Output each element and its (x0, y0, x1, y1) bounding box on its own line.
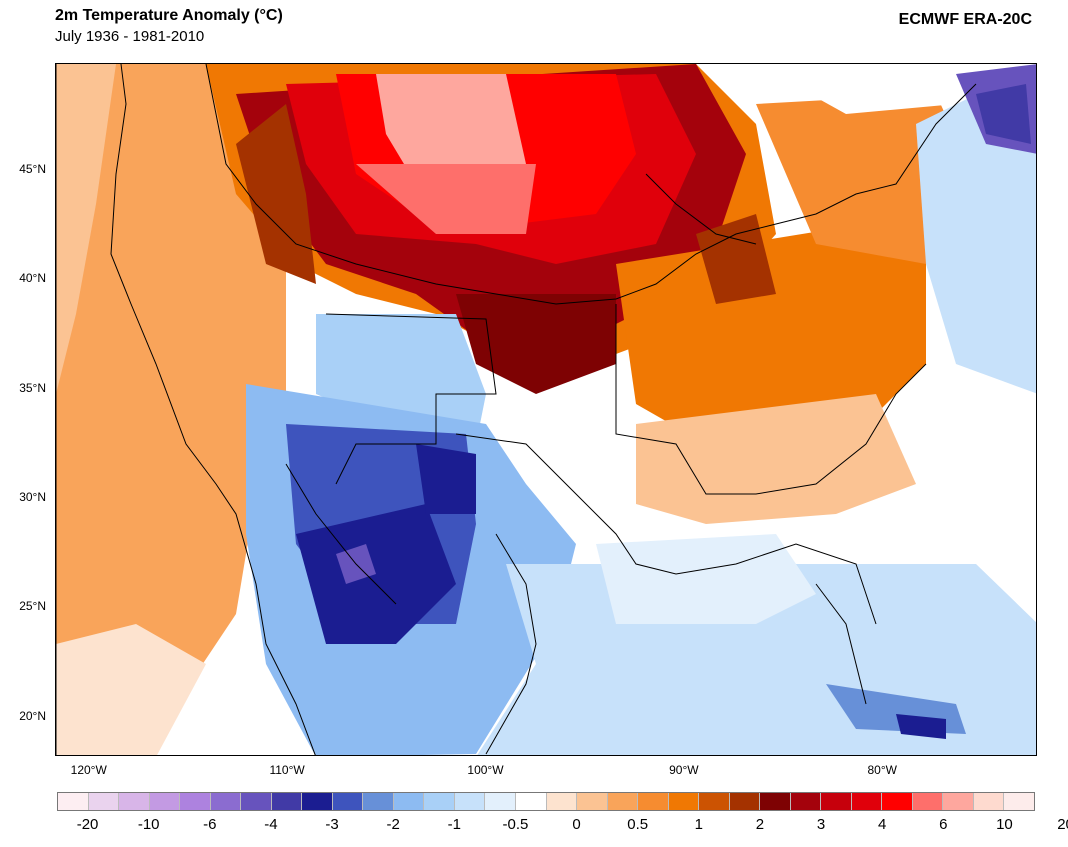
lon-tick-label: 110°W (269, 763, 305, 777)
colorbar-tick-label: -1 (447, 816, 461, 833)
lon-tick-label: 100°W (467, 763, 504, 777)
colorbar-tick-label: -10 (137, 816, 160, 833)
colorbar-swatch (912, 793, 944, 810)
colorbar-tick-label: 6 (939, 816, 948, 833)
chart-subtitle: July 1936 - 1981-2010 (55, 28, 205, 45)
colorbar-swatch (790, 793, 822, 810)
colorbar-swatch (363, 793, 394, 810)
colorbar-swatch (546, 793, 578, 810)
colorbar-swatch (821, 793, 852, 810)
colorbar-swatch (699, 793, 730, 810)
colorbar-tick-label: 10 (996, 816, 1013, 833)
lon-tick-label: 80°W (867, 763, 897, 777)
map-panel (55, 63, 1037, 756)
lat-tick-label: 35°N (19, 380, 46, 395)
lat-tick-label: 25°N (19, 599, 46, 614)
colorbar-swatch (424, 793, 455, 810)
colorbar-tick-label: 1 (694, 816, 703, 833)
lat-tick-label: 45°N (19, 162, 46, 177)
boundaries (56, 64, 977, 755)
chart-title: 2m Temperature Anomaly (°C) (55, 7, 283, 24)
colorbar-tick-label: -20 (76, 816, 99, 833)
colorbar-swatch (302, 793, 333, 810)
colorbar-swatch (729, 793, 761, 810)
dataset-label: ECMWF ERA-20C (898, 11, 1032, 28)
lat-tick-label: 40°N (19, 271, 46, 286)
colorbar-swatch (515, 793, 547, 810)
colorbar-swatch (454, 793, 486, 810)
colorbar-tick-label: 20 (1057, 816, 1068, 833)
colorbar-tick-label: -0.5 (502, 816, 529, 833)
colorbar-swatch (210, 793, 242, 810)
colorbar-swatch (638, 793, 669, 810)
map-svg (56, 64, 1036, 755)
lat-tick-label: 30°N (19, 490, 46, 505)
anomaly-field (56, 64, 1036, 755)
colorbar-swatch (180, 793, 211, 810)
colorbar-tick-label: -2 (386, 816, 400, 833)
colorbar-swatch (58, 793, 89, 810)
colorbar-tick-label: -4 (264, 816, 278, 833)
colorbar-swatch (1004, 793, 1034, 810)
lon-tick-label: 120°W (70, 763, 107, 777)
lat-tick-label: 20°N (19, 708, 46, 723)
colorbar-swatch (119, 793, 150, 810)
colorbar-swatch (668, 793, 700, 810)
colorbar-tick-label: 3 (816, 816, 826, 833)
colorbar-tick-label: 2 (755, 816, 765, 833)
colorbar-swatch (882, 793, 913, 810)
colorbar-tick-label: 0 (572, 816, 581, 833)
colorbar-swatch (577, 793, 608, 810)
colorbar-swatch (760, 793, 791, 810)
colorbar-swatch (149, 793, 181, 810)
lon-tick-label: 90°W (669, 763, 699, 777)
colorbar-tick-label: 4 (878, 816, 887, 833)
colorbar-tick-label: 0.5 (627, 816, 649, 833)
colorbar-tick-label: -3 (325, 816, 339, 833)
colorbar-swatch (607, 793, 639, 810)
colorbar-swatch (271, 793, 303, 810)
colorbar-swatch (943, 793, 974, 810)
colorbar-swatch (88, 793, 120, 810)
colorbar (57, 792, 1035, 811)
colorbar-swatch (241, 793, 272, 810)
colorbar-swatch (851, 793, 883, 810)
colorbar-swatch (332, 793, 364, 810)
colorbar-swatch (393, 793, 425, 810)
colorbar-swatch (973, 793, 1005, 810)
colorbar-swatch (485, 793, 516, 810)
colorbar-tick-label: -6 (203, 816, 217, 833)
